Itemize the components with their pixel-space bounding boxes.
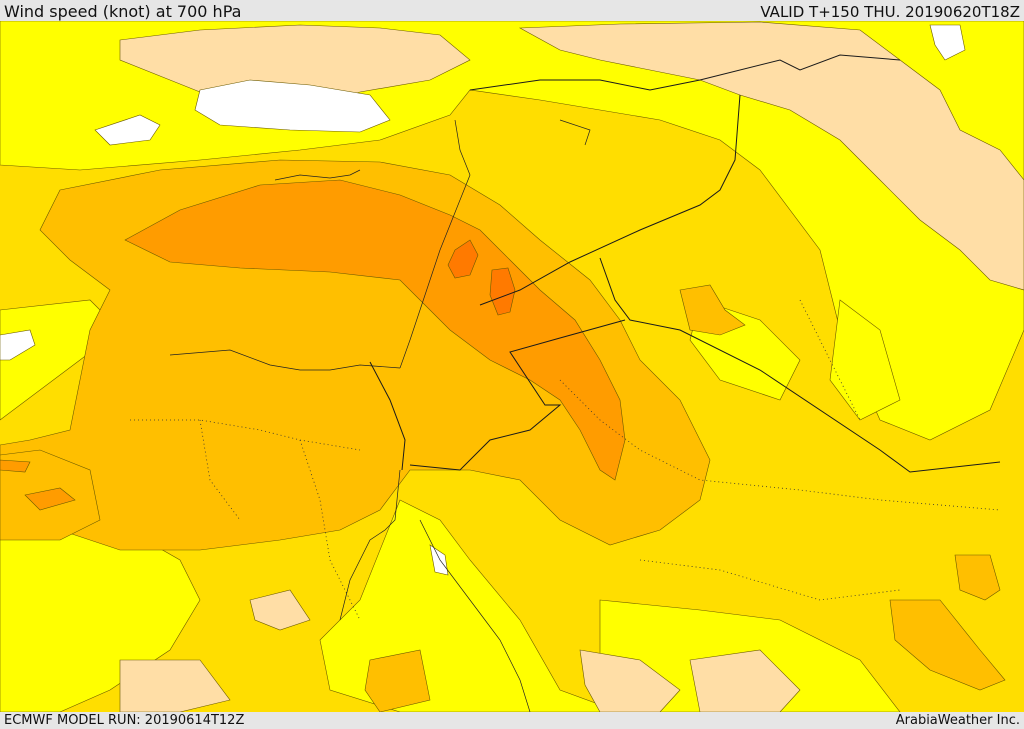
credit-label: ArabiaWeather Inc. <box>895 713 1020 728</box>
coastlines <box>169 119 591 712</box>
map-title: Wind speed (knot) at 700 hPa <box>4 2 242 21</box>
country-borders <box>369 54 1001 473</box>
valid-time-label: VALID T+150 THU. 20190620T18Z <box>760 3 1020 21</box>
footer-bar: ECMWF MODEL RUN: 20190614T12Z ArabiaWeat… <box>0 712 1024 729</box>
model-run-label: ECMWF MODEL RUN: 20190614T12Z <box>4 713 245 728</box>
header-bar: Wind speed (knot) at 700 hPa VALID T+150… <box>0 0 1024 21</box>
strong-wind-areas <box>0 179 626 511</box>
admin-boundaries <box>130 299 1001 621</box>
peak-wind-areas <box>447 239 516 316</box>
very-low-wind-areas <box>119 21 1024 712</box>
wind-speed-map[interactable] <box>0 21 1024 712</box>
calm-areas <box>0 24 966 576</box>
